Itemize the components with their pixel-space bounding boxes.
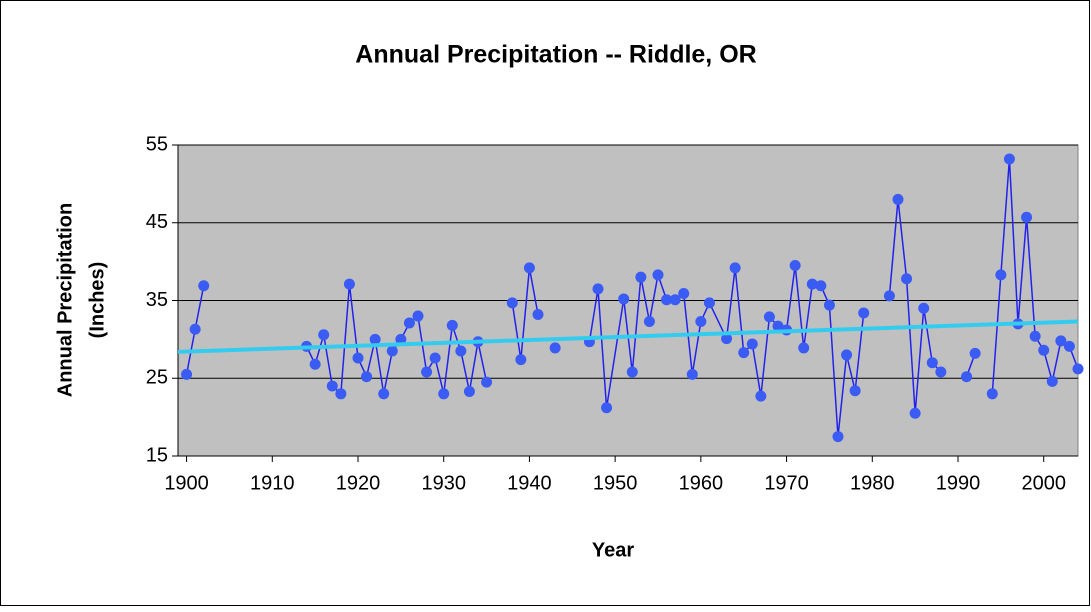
data-point <box>841 349 853 361</box>
y-tick-label: 35 <box>146 289 168 311</box>
data-point <box>678 288 690 300</box>
data-point <box>189 323 201 335</box>
x-tick-label: 1980 <box>850 472 895 494</box>
data-point <box>403 317 415 329</box>
x-tick-label: 1960 <box>679 472 724 494</box>
data-point <box>592 283 604 295</box>
data-point <box>1072 363 1084 375</box>
data-point <box>1029 330 1041 342</box>
trend-line <box>177 319 1079 354</box>
data-point <box>1003 153 1015 165</box>
data-point <box>849 385 861 397</box>
data-point <box>1038 344 1050 356</box>
data-point <box>181 368 193 380</box>
data-point <box>335 388 347 400</box>
data-point <box>883 290 895 302</box>
data-point <box>935 366 947 378</box>
data-point <box>549 342 561 354</box>
y-tick-label: 15 <box>146 444 168 466</box>
data-point <box>703 297 715 309</box>
data-point <box>1063 340 1075 352</box>
x-axis-title: Year <box>592 539 634 561</box>
data-point <box>369 333 381 345</box>
data-point <box>438 388 450 400</box>
data-point <box>789 260 801 272</box>
data-point <box>798 342 810 354</box>
data-point <box>755 390 767 402</box>
data-point <box>421 366 433 378</box>
data-point <box>669 294 681 306</box>
x-tick-label: 1930 <box>421 472 466 494</box>
x-tick-label: 1950 <box>593 472 638 494</box>
data-point <box>1055 335 1067 347</box>
data-point <box>961 371 973 383</box>
data-point <box>198 280 210 292</box>
data-point <box>309 358 321 370</box>
x-tick-label: 1910 <box>250 472 295 494</box>
data-point <box>892 193 904 205</box>
data-point <box>909 407 921 419</box>
data-point <box>515 354 527 366</box>
data-point <box>721 333 733 345</box>
data-point <box>643 315 655 327</box>
data-point <box>1021 211 1033 223</box>
data-point <box>832 431 844 443</box>
data-point <box>738 347 750 359</box>
x-tick-label: 1900 <box>164 472 209 494</box>
y-tick-label: 25 <box>146 367 168 389</box>
x-tick-label: 1920 <box>336 472 381 494</box>
data-point <box>395 333 407 345</box>
y-axis-title: (Inches) <box>86 262 108 339</box>
data-point <box>626 366 638 378</box>
data-point <box>858 307 870 319</box>
data-point <box>386 345 398 357</box>
x-tick-label: 2000 <box>1021 472 1066 494</box>
data-point <box>412 310 424 322</box>
data-point <box>729 262 741 274</box>
chart-title: Annual Precipitation -- Riddle, OR <box>355 41 756 69</box>
data-point <box>463 385 475 397</box>
data-point <box>326 380 338 392</box>
data-point <box>686 368 698 380</box>
data-point <box>969 347 981 359</box>
x-tick-label: 1970 <box>764 472 809 494</box>
data-point <box>652 269 664 281</box>
y-tick-label: 45 <box>146 211 168 233</box>
data-point <box>318 329 330 341</box>
data-point <box>1046 375 1058 387</box>
data-point <box>481 376 493 388</box>
data-point <box>926 357 938 369</box>
data-point <box>815 280 827 292</box>
data-point <box>901 273 913 285</box>
data-point <box>446 319 458 331</box>
data-point <box>532 308 544 320</box>
data-point <box>352 352 364 364</box>
data-point <box>746 338 758 350</box>
data-point <box>772 320 784 332</box>
data-point <box>361 371 373 383</box>
data-point <box>635 271 647 283</box>
data-point <box>523 262 535 274</box>
data-point <box>918 302 930 314</box>
y-axis-title: Annual Precipitation <box>54 203 76 397</box>
data-point <box>823 299 835 311</box>
data-point <box>995 269 1007 281</box>
data-point <box>986 388 998 400</box>
x-tick-label: 1940 <box>507 472 552 494</box>
data-point <box>695 315 707 327</box>
data-point <box>763 311 775 323</box>
data-point <box>506 297 518 309</box>
data-point <box>806 278 818 290</box>
data-point <box>618 293 630 305</box>
data-point <box>455 345 467 357</box>
data-point <box>661 294 673 306</box>
x-tick-label: 1990 <box>936 472 981 494</box>
data-point <box>601 402 613 414</box>
data-point <box>378 388 390 400</box>
y-tick-label: 55 <box>146 133 168 155</box>
data-point <box>429 352 441 364</box>
data-point <box>343 278 355 290</box>
